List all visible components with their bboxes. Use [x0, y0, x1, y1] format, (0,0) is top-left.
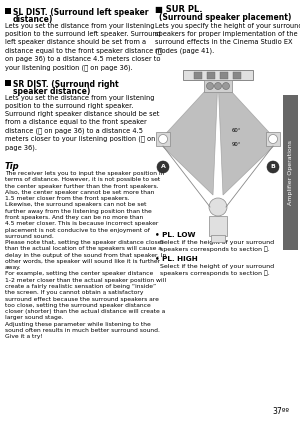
Text: Select if the height of your surround
speakers corresponds to section Ⓐ.: Select if the height of your surround sp…: [160, 240, 274, 252]
Text: Amplifier Operations: Amplifier Operations: [288, 139, 293, 204]
Polygon shape: [158, 77, 218, 195]
Bar: [194, 72, 202, 79]
Bar: [233, 72, 241, 79]
Text: • PL. HIGH: • PL. HIGH: [155, 256, 198, 262]
Bar: [156, 132, 170, 146]
Circle shape: [209, 198, 227, 216]
Bar: [5, 80, 11, 86]
Bar: [266, 132, 280, 146]
Text: A: A: [160, 164, 165, 170]
Text: The receiver lets you to input the speaker position in
terms of distance. Howeve: The receiver lets you to input the speak…: [5, 171, 166, 339]
Bar: [183, 70, 253, 80]
Bar: [207, 72, 215, 79]
Circle shape: [268, 134, 278, 144]
Text: SL DIST. (Surround left speaker: SL DIST. (Surround left speaker: [13, 8, 148, 17]
Circle shape: [206, 82, 214, 90]
Text: Select if the height of your surround
speakers corresponds to section Ⓑ.: Select if the height of your surround sp…: [160, 264, 274, 276]
Text: Lets you specify the height of your surround
speakers for proper implementation : Lets you specify the height of your surr…: [155, 23, 300, 54]
Bar: [209, 216, 227, 236]
Text: Lets you set the distance from your listening
position to the surround right spe: Lets you set the distance from your list…: [5, 95, 159, 151]
Polygon shape: [218, 77, 278, 195]
Bar: [220, 72, 228, 79]
Circle shape: [214, 82, 221, 90]
Bar: [211, 235, 225, 242]
Circle shape: [158, 134, 167, 144]
Text: Tip: Tip: [5, 162, 20, 171]
Bar: [204, 80, 232, 92]
Text: ■ SUR PL.: ■ SUR PL.: [155, 5, 202, 14]
Text: 90°: 90°: [232, 142, 242, 147]
Bar: [283, 95, 298, 250]
Bar: [5, 8, 11, 14]
Text: speaker distance): speaker distance): [13, 87, 90, 96]
Circle shape: [223, 82, 230, 90]
Text: B: B: [271, 164, 275, 170]
Text: SR DIST. (Surround right: SR DIST. (Surround right: [13, 80, 118, 89]
Text: distance): distance): [13, 15, 53, 24]
Text: 37ºº: 37ºº: [272, 407, 289, 416]
Circle shape: [157, 161, 169, 173]
Text: Lets you set the distance from your listening
position to the surround left spea: Lets you set the distance from your list…: [5, 23, 162, 71]
Text: 60°: 60°: [232, 128, 242, 133]
Text: • PL. LOW: • PL. LOW: [155, 232, 196, 238]
Text: (Surround speaker placement): (Surround speaker placement): [159, 13, 291, 22]
Circle shape: [267, 161, 279, 173]
